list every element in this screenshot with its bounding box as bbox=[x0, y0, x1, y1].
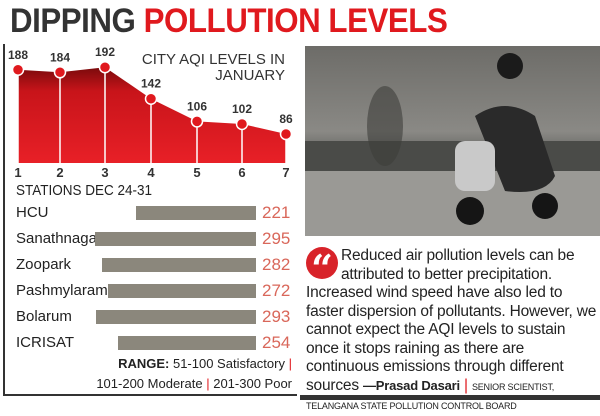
station-row: Sanathnagar 295 bbox=[0, 228, 300, 250]
aqi-area-chart: CITY AQI LEVELS IN JANUARY 188 1 184 2 192 3 1… bbox=[8, 45, 293, 180]
aqi-range-legend: RANGE: 51-100 Satisfactory | 101-200 Mod… bbox=[96, 356, 292, 391]
chart-title-line1: CITY AQI LEVELS IN bbox=[142, 51, 285, 68]
station-value: 254 bbox=[262, 333, 291, 352]
data-point bbox=[144, 92, 158, 105]
x-tick-label: 5 bbox=[193, 165, 200, 180]
station-bar bbox=[135, 206, 256, 220]
data-label: 102 bbox=[232, 102, 252, 116]
quote-icon: “ bbox=[306, 247, 338, 291]
station-bar bbox=[95, 232, 256, 246]
x-tick-label: 4 bbox=[147, 165, 155, 180]
data-point bbox=[279, 127, 293, 141]
station-value: 282 bbox=[262, 255, 291, 274]
photo-illustration bbox=[305, 53, 600, 236]
data-label: 192 bbox=[95, 45, 115, 59]
data-point bbox=[235, 117, 249, 131]
aqi-area bbox=[18, 67, 286, 163]
station-label: Bolarum bbox=[16, 308, 72, 325]
chart-frame bbox=[3, 44, 297, 396]
station-value: 295 bbox=[262, 229, 291, 248]
station-label: HCU bbox=[16, 204, 49, 221]
station-bar bbox=[107, 284, 256, 298]
station-value: 221 bbox=[262, 203, 291, 222]
station-row: Bolarum 293 bbox=[0, 306, 300, 328]
x-tick-label: 6 bbox=[238, 165, 245, 180]
station-row: Pashmylaram 272 bbox=[0, 280, 300, 302]
x-tick-label: 1 bbox=[14, 165, 21, 180]
station-label: ICRISAT bbox=[16, 334, 75, 351]
data-label: 184 bbox=[50, 50, 70, 64]
expert-quote: “ Reduced air pollution levels can be at… bbox=[306, 246, 597, 411]
station-bar bbox=[96, 310, 256, 324]
station-bar bbox=[117, 336, 256, 350]
x-tick-label: 2 bbox=[56, 165, 63, 180]
station-row: ICRISAT 254 bbox=[0, 332, 300, 354]
headline: DIPPING POLLUTION LEVELS bbox=[10, 2, 448, 40]
station-bar bbox=[102, 258, 256, 272]
data-label: 142 bbox=[141, 77, 161, 91]
chart-title-line2: JANUARY bbox=[215, 67, 285, 84]
station-label: Pashmylaram bbox=[16, 282, 108, 299]
data-point bbox=[53, 66, 67, 79]
station-label: Zoopark bbox=[16, 256, 72, 273]
data-point bbox=[11, 63, 25, 77]
station-value: 293 bbox=[262, 307, 291, 326]
station-label: Sanathnagar bbox=[16, 230, 102, 247]
x-tick-label: 3 bbox=[101, 165, 108, 180]
stations-title: STATIONS DEC 24-31 bbox=[16, 182, 153, 199]
station-row: Zoopark 282 bbox=[0, 254, 300, 276]
station-value: 272 bbox=[262, 281, 291, 300]
x-tick-label: 7 bbox=[282, 165, 289, 180]
station-row: HCU 221 bbox=[0, 202, 300, 224]
data-label: 86 bbox=[279, 112, 293, 126]
scooter-rider-photo bbox=[305, 46, 600, 236]
data-label: 106 bbox=[187, 99, 207, 113]
data-point bbox=[98, 60, 112, 74]
data-label: 188 bbox=[8, 48, 28, 62]
divider bbox=[300, 395, 600, 400]
data-point bbox=[190, 115, 204, 128]
